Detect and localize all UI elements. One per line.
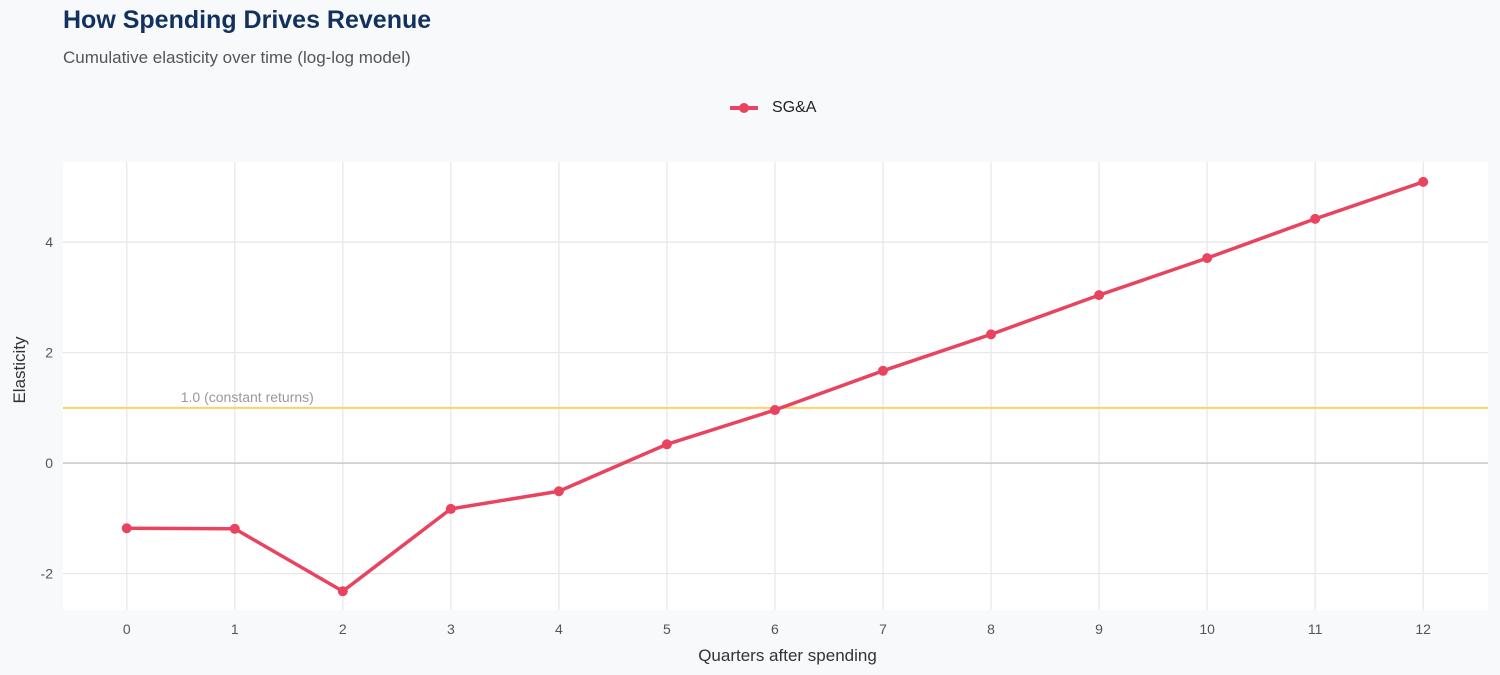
data-point xyxy=(445,503,456,514)
y-tick-label: 0 xyxy=(45,455,53,471)
data-point xyxy=(121,523,132,534)
data-point xyxy=(877,365,888,376)
x-axis-label: Quarters after spending xyxy=(698,646,877,665)
chart-subtitle: Cumulative elasticity over time (log-log… xyxy=(63,48,411,67)
data-point xyxy=(1418,176,1429,187)
legend: SG&A xyxy=(728,99,816,117)
x-tick-label: 12 xyxy=(1415,621,1431,637)
x-tick-label: 1 xyxy=(231,621,239,637)
x-tick-label: 7 xyxy=(879,621,887,637)
y-tick-label: 2 xyxy=(45,345,53,361)
x-tick-label: 11 xyxy=(1308,621,1323,637)
data-point xyxy=(769,405,780,416)
x-tick-label: 10 xyxy=(1199,621,1215,637)
data-point xyxy=(1094,290,1105,301)
data-point xyxy=(553,486,564,497)
data-point xyxy=(337,586,348,597)
data-point xyxy=(1310,213,1321,224)
x-tick-label: 6 xyxy=(771,621,779,637)
y-axis-label: Elasticity xyxy=(10,336,29,404)
data-point xyxy=(1202,253,1213,264)
x-tick-label: 3 xyxy=(447,621,455,637)
x-tick-label: 4 xyxy=(555,621,563,637)
x-tick-label: 0 xyxy=(123,621,131,637)
y-tick-label: 4 xyxy=(45,234,53,250)
legend-label-sga: SG&A xyxy=(772,99,817,116)
x-tick-label: 9 xyxy=(1095,621,1103,637)
chart-title: How Spending Drives Revenue xyxy=(63,6,432,34)
data-point xyxy=(661,439,672,450)
data-point xyxy=(986,329,997,340)
legend-swatch-sga xyxy=(730,103,758,113)
y-tick-label: -2 xyxy=(41,566,54,582)
x-tick-label: 5 xyxy=(663,621,671,637)
reference-line-label: 1.0 (constant returns) xyxy=(181,389,314,405)
data-point xyxy=(229,523,240,534)
x-tick-label: 8 xyxy=(987,621,995,637)
x-tick-label: 2 xyxy=(339,621,347,637)
